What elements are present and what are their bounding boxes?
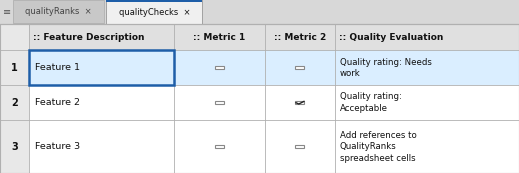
Text: :: Metric 2: :: Metric 2 <box>274 33 326 42</box>
Bar <box>215 66 224 69</box>
Text: Quality rating:
Acceptable: Quality rating: Acceptable <box>340 93 402 113</box>
Bar <box>295 145 304 148</box>
Bar <box>29 50 519 85</box>
Bar <box>29 85 519 120</box>
Bar <box>0 120 29 173</box>
Bar <box>0 85 29 120</box>
Bar <box>215 145 224 148</box>
Text: qualityRanks  ×: qualityRanks × <box>25 7 92 16</box>
Text: ≡: ≡ <box>3 7 11 17</box>
Bar <box>295 101 304 104</box>
Bar <box>106 0 202 24</box>
Text: Quality rating: Needs
work: Quality rating: Needs work <box>340 57 432 78</box>
Text: Feature 1: Feature 1 <box>35 63 80 72</box>
Text: qualityChecks  ×: qualityChecks × <box>119 8 190 17</box>
Bar <box>215 101 224 104</box>
Bar <box>29 120 519 173</box>
Bar <box>106 0 202 2</box>
Bar <box>0 50 29 85</box>
Text: :: Quality Evaluation: :: Quality Evaluation <box>339 33 443 42</box>
Text: 2: 2 <box>11 98 18 108</box>
Text: :: Metric 1: :: Metric 1 <box>193 33 245 42</box>
Bar <box>0 24 519 173</box>
Text: 3: 3 <box>11 142 18 152</box>
Text: Feature 2: Feature 2 <box>35 98 80 107</box>
Text: 1: 1 <box>11 63 18 73</box>
Bar <box>0 24 519 50</box>
Bar <box>13 0 104 23</box>
Bar <box>0 24 29 50</box>
Text: :: Feature Description: :: Feature Description <box>33 33 144 42</box>
Bar <box>0 0 519 24</box>
Text: Add references to
QualityRanks
spreadsheet cells: Add references to QualityRanks spreadshe… <box>340 131 417 163</box>
Bar <box>0 24 519 173</box>
Text: Feature 3: Feature 3 <box>35 142 80 151</box>
Bar <box>295 66 304 69</box>
Bar <box>29 50 174 85</box>
